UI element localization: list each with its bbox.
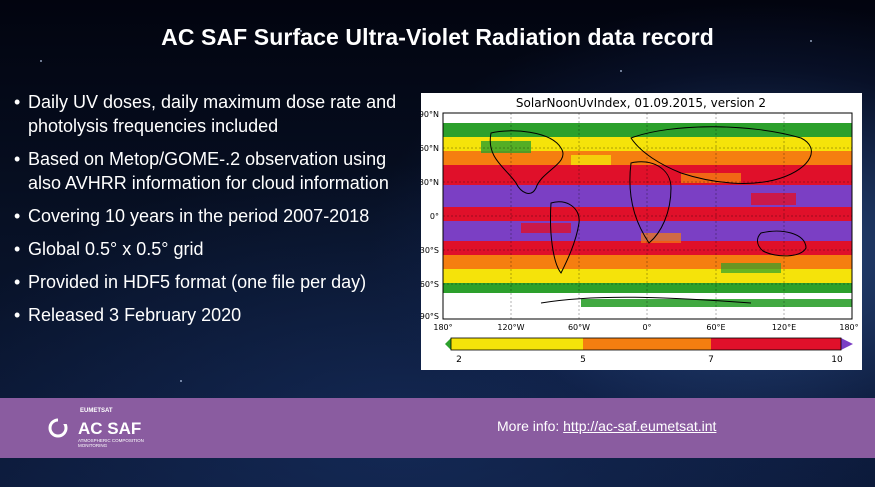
- map-area: [443, 113, 852, 319]
- australia-outline: [757, 230, 807, 257]
- colorbar-tick: 5: [580, 355, 586, 365]
- logo-sub1: ATMOSPHERIC COMPOSITION: [78, 438, 144, 443]
- bullet-item: Based on Metop/GOME-.2 observation using…: [14, 147, 414, 195]
- more-info: More info: http://ac-saf.eumetsat.int: [497, 418, 716, 434]
- colorbar-tick: 2: [456, 355, 462, 365]
- bullet-item: Daily UV doses, daily maximum dose rate …: [14, 90, 414, 138]
- band-yellow-south: [443, 269, 852, 283]
- south-america-outline: [550, 201, 580, 274]
- north-america-outline: [489, 130, 564, 194]
- lat-label: 60°N: [421, 144, 439, 153]
- eurasia-outline: [630, 126, 812, 184]
- lon-label: 180°: [839, 323, 858, 332]
- colorbar: 2 5 7 10: [445, 337, 853, 365]
- logo-acsaf: AC SAF: [78, 419, 141, 438]
- band-red-equator: [443, 207, 852, 221]
- band-red-north: [443, 165, 852, 185]
- lat-label: 90°S: [421, 312, 439, 321]
- ac-saf-logo-icon: EUMETSAT AC SAF ATMOSPHERIC COMPOSITION …: [48, 408, 144, 448]
- more-info-label: More info:: [497, 418, 560, 434]
- logo-eumetsat: EUMETSAT: [80, 408, 113, 414]
- star: [620, 70, 622, 72]
- colorbar-tick: 10: [831, 355, 843, 365]
- bullet-item: Global 0.5° x 0.5° grid: [14, 237, 414, 261]
- uv-index-map-figure: SolarNoonUvIndex, 01.09.2015, version 2: [419, 93, 862, 370]
- colorbar-tick: 7: [708, 355, 714, 365]
- band-green-north: [443, 123, 852, 137]
- lat-label: 30°N: [421, 178, 439, 187]
- bullet-item: Provided in HDF5 format (one file per da…: [14, 270, 414, 294]
- colorbar-red: [711, 338, 841, 350]
- slide-title: AC SAF Surface Ultra-Violet Radiation da…: [161, 24, 714, 50]
- bullet-item: Released 3 February 2020: [14, 303, 414, 327]
- lon-label: 120°E: [772, 323, 796, 332]
- lon-label: 60°W: [568, 323, 590, 332]
- ac-saf-logo[interactable]: EUMETSAT AC SAF ATMOSPHERIC COMPOSITION …: [48, 402, 168, 452]
- africa-outline: [629, 161, 672, 244]
- star: [810, 40, 812, 42]
- lon-label: 180°: [433, 323, 452, 332]
- band-orange-north: [443, 151, 852, 165]
- lat-label: 90°N: [421, 110, 439, 119]
- more-info-link[interactable]: http://ac-saf.eumetsat.int: [563, 418, 717, 434]
- star: [40, 60, 42, 62]
- band-purple-north: [443, 185, 852, 207]
- colorbar-orange: [583, 338, 711, 350]
- lon-label: 120°W: [497, 323, 524, 332]
- lon-label: 0°: [642, 323, 651, 332]
- band-orange-south: [443, 255, 852, 269]
- band-red-south: [443, 241, 852, 255]
- star: [300, 30, 302, 32]
- lat-label: 60°S: [421, 280, 439, 289]
- bullet-item: Covering 10 years in the period 2007-201…: [14, 204, 414, 228]
- logo-sub2: MONITORING: [78, 443, 108, 448]
- footer-bar: [0, 398, 875, 458]
- figure-title: SolarNoonUvIndex, 01.09.2015, version 2: [516, 96, 766, 110]
- lon-label: 60°E: [706, 323, 725, 332]
- bullet-list: Daily UV doses, daily maximum dose rate …: [14, 90, 414, 336]
- lat-label: 0°: [430, 212, 439, 221]
- antarctica-outline: [540, 296, 752, 304]
- band-yellow-north: [443, 137, 852, 151]
- band-green-south: [443, 283, 852, 293]
- star: [180, 380, 182, 382]
- lat-label: 30°S: [421, 246, 439, 255]
- uv-map-svg: SolarNoonUvIndex, 01.09.2015, version 2: [419, 96, 859, 365]
- colorbar-yellow: [451, 338, 583, 350]
